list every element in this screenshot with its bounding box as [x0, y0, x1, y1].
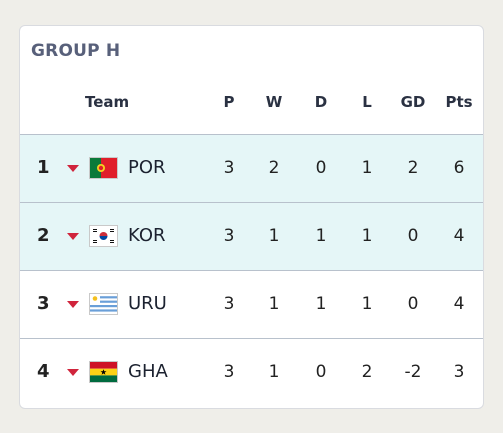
position: 1: [37, 157, 50, 178]
col-drawn-header: D: [314, 93, 328, 111]
team-name[interactable]: KOR: [128, 225, 166, 246]
team-name[interactable]: URU: [128, 293, 167, 314]
team-name[interactable]: POR: [128, 157, 166, 178]
goal-difference: -2: [404, 362, 422, 382]
col-lost-header: L: [362, 93, 372, 111]
col-goal-difference-header: GD: [400, 93, 426, 111]
group-title: GROUP H: [31, 41, 121, 61]
played: 3: [223, 158, 235, 178]
points: 4: [453, 294, 465, 314]
uruguay-flag-icon: [89, 293, 118, 315]
position: 2: [37, 225, 50, 246]
goal-difference: 2: [407, 158, 419, 178]
lost: 1: [361, 226, 373, 246]
trend-down-icon: [67, 301, 79, 308]
position: 4: [37, 361, 50, 382]
drawn: 1: [315, 226, 327, 246]
table-row-kor[interactable]: 2 KOR 3 1 1 1 0 4: [20, 202, 483, 271]
portugal-flag-icon: [89, 157, 118, 179]
lost: 2: [361, 362, 373, 382]
won: 1: [268, 362, 280, 382]
won: 1: [268, 294, 280, 314]
col-won-header: W: [265, 93, 283, 111]
drawn: 0: [315, 362, 327, 382]
goal-difference: 0: [407, 226, 419, 246]
position: 3: [37, 293, 50, 314]
trend-down-icon: [67, 165, 79, 172]
points: 3: [453, 362, 465, 382]
won: 2: [268, 158, 280, 178]
table-row-por[interactable]: 1 POR 3 2 0 1 2 6: [20, 134, 483, 203]
played: 3: [223, 362, 235, 382]
goal-difference: 0: [407, 294, 419, 314]
points: 6: [453, 158, 465, 178]
trend-down-icon: [67, 233, 79, 240]
played: 3: [223, 226, 235, 246]
col-played-header: P: [223, 93, 235, 111]
points: 4: [453, 226, 465, 246]
played: 3: [223, 294, 235, 314]
col-team-header: Team: [85, 93, 130, 111]
col-points-header: Pts: [445, 93, 473, 111]
drawn: 1: [315, 294, 327, 314]
drawn: 0: [315, 158, 327, 178]
team-name[interactable]: GHA: [128, 361, 168, 382]
table-row-gha[interactable]: 4 GHA 3 1 0 2 -2 3: [20, 338, 483, 407]
won: 1: [268, 226, 280, 246]
trend-down-icon: [67, 369, 79, 376]
lost: 1: [361, 158, 373, 178]
south-korea-flag-icon: [89, 225, 118, 247]
table-row-uru[interactable]: 3 URU 3 1 1 1 0 4: [20, 270, 483, 339]
ghana-flag-icon: [89, 361, 118, 383]
standings-header: Team P W D L GD Pts: [20, 26, 483, 136]
lost: 1: [361, 294, 373, 314]
group-standings-card: GROUP H Team P W D L GD Pts 1 POR 3 2 0 …: [19, 25, 484, 409]
